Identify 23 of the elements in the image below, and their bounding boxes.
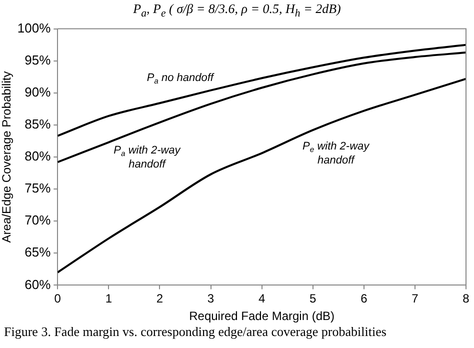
caption: Figure 3. Fade margin vs. corresponding edge/area coverage probabilities — [3, 324, 388, 340]
x-tick-label: 5 — [310, 292, 317, 306]
line-series — [58, 44, 466, 137]
y-tick-label: 85% — [24, 116, 52, 132]
y-tick-label: 100% — [17, 20, 52, 36]
y-tick-label: 95% — [24, 52, 52, 68]
y-tick-label: 90% — [24, 84, 52, 100]
x-tick-label: 8 — [462, 292, 470, 306]
x-tick-label: 1 — [105, 292, 112, 306]
x-tick-label: 7 — [412, 292, 419, 306]
y-tick-label: 75% — [24, 180, 52, 196]
x-tick-label: 0 — [54, 292, 62, 306]
y-tick-label: 60% — [24, 276, 52, 292]
x-tick-label: 2 — [156, 292, 164, 306]
y-tick-label: 80% — [24, 148, 52, 164]
chart-title: P$_{a}$, P$_{e}$ ( σ/β = 8/3.6, ρ = 0.5, H$_{h}$ = 2dB) — [132, 0, 342, 20]
y-tick-label: 65% — [24, 244, 52, 260]
x-axis-title: Required Fade Margin (dB) — [189, 309, 335, 324]
x-tick-label: 4 — [258, 292, 266, 306]
y-axis-title: Area/Edge Coverage Probability — [0, 71, 14, 243]
x-tick-label: 3 — [207, 292, 214, 306]
x-tick-label: 6 — [360, 292, 368, 306]
y-tick-label: 70% — [24, 212, 52, 228]
